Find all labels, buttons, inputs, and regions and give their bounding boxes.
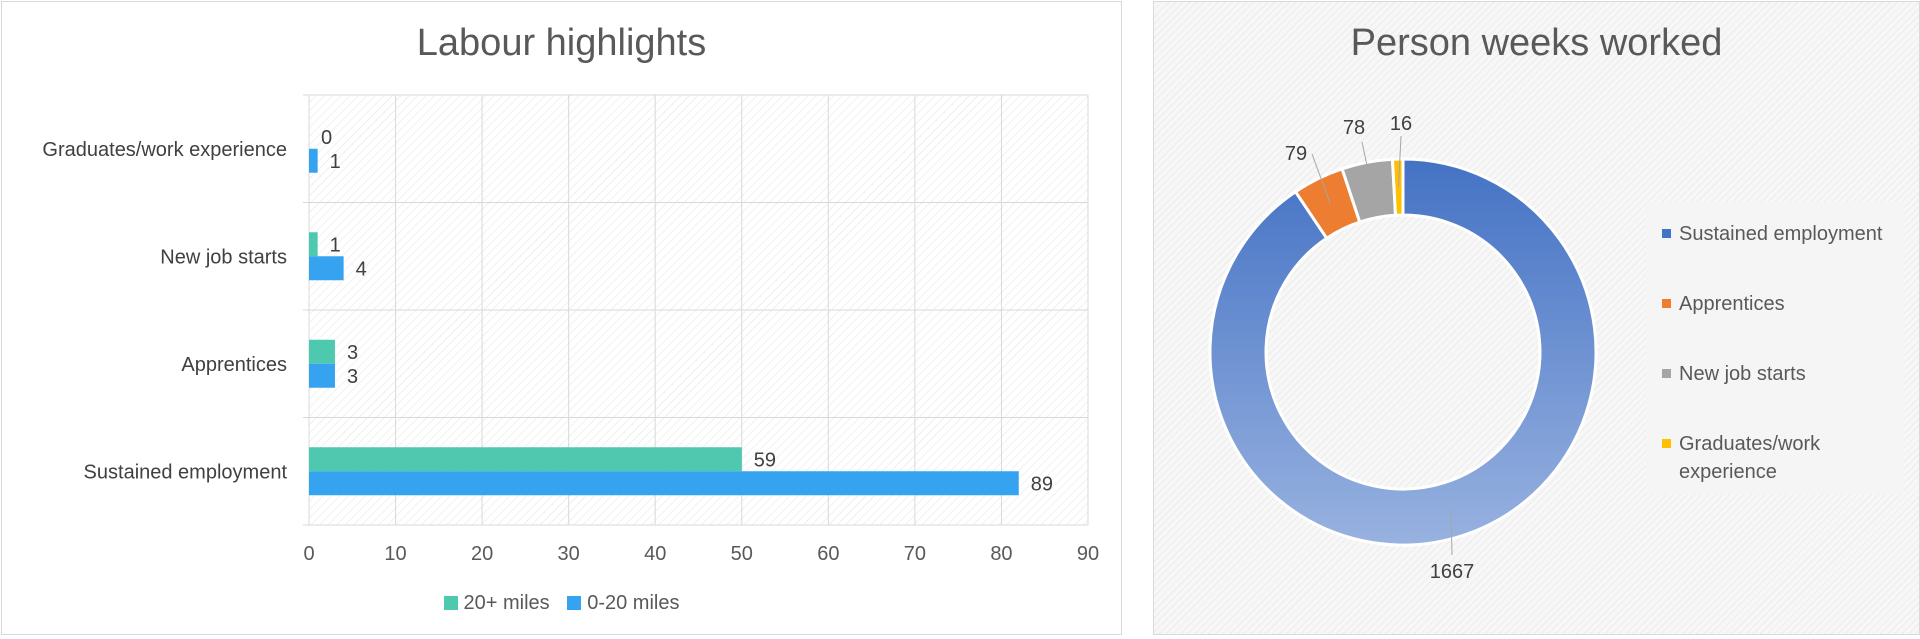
bar	[309, 339, 335, 364]
bar-data-label: 89	[1031, 473, 1053, 495]
legend-item-new-job-starts: New job starts	[1662, 360, 1902, 388]
bar	[309, 256, 344, 281]
y-category-label: Apprentices	[181, 354, 287, 376]
legend-label: New job starts	[1679, 363, 1806, 385]
legend-swatch	[1662, 369, 1671, 378]
x-tick-label: 90	[1077, 543, 1099, 565]
x-tick-label: 40	[644, 543, 666, 565]
donut-chart-plot: 1667 79 78 16	[1208, 113, 1598, 583]
legend-swatch	[1662, 229, 1671, 238]
bar	[309, 232, 318, 257]
bar-legend: 20+ miles 0-20 miles	[2, 592, 1121, 615]
chart-title: Person weeks worked	[1350, 22, 1723, 64]
leader-line	[1311, 153, 1331, 205]
legend-swatch	[1662, 299, 1671, 308]
chart-title: Labour highlights	[416, 22, 707, 64]
x-tick-label: 50	[731, 543, 753, 565]
slice-data-label: 16	[1390, 113, 1412, 135]
bar-data-label: 1	[330, 151, 341, 173]
legend-label: Sustained employment	[1679, 223, 1883, 245]
leader-line	[1361, 141, 1373, 191]
bar	[309, 447, 742, 472]
x-tick-label: 10	[384, 543, 406, 565]
bar-data-label: 3	[347, 366, 358, 388]
y-category-label: Sustained employment	[84, 461, 288, 483]
x-tick-label: 0	[303, 543, 314, 565]
bar	[309, 363, 335, 388]
bar-data-label: 59	[754, 449, 776, 471]
y-category-label: Graduates/work experience	[42, 139, 287, 161]
legend-item-0-20: 0-20 miles	[567, 592, 679, 615]
legend-swatch	[567, 596, 582, 610]
legend-label: 0-20 miles	[587, 592, 680, 614]
legend-swatch	[443, 596, 458, 610]
slice-data-label: 79	[1285, 143, 1307, 165]
donut-legend: Sustained employment Apprentices New job…	[1646, 202, 1904, 494]
slice-data-label: 78	[1343, 117, 1365, 139]
bar-data-label: 0	[321, 127, 332, 149]
legend-label: 20+ miles	[463, 592, 550, 614]
leader-line	[1397, 135, 1402, 188]
x-tick-label: 70	[904, 543, 926, 565]
labour-highlights-chart: Labour highlights 0 10 20 30 40 50 60 70 80 90 Gra…	[1, 1, 1122, 635]
person-weeks-chart: Person weeks worked 1667 79 78 16 Sustained…	[1153, 1, 1920, 635]
legend-item-sustained: Sustained employment	[1662, 220, 1902, 248]
bar-data-label: 4	[356, 258, 367, 280]
legend-swatch	[1662, 439, 1671, 448]
y-category-label: New job starts	[160, 246, 287, 268]
x-tick-label: 60	[817, 543, 839, 565]
x-tick-label: 20	[471, 543, 493, 565]
leader-line	[1450, 509, 1453, 556]
bar	[309, 148, 318, 173]
donut-slice	[1390, 157, 1405, 217]
legend-label: Graduates/work experience	[1679, 433, 1821, 483]
bar-data-label: 3	[347, 342, 358, 364]
x-tick-label: 80	[990, 543, 1012, 565]
legend-item-graduates: Graduates/work experience	[1662, 430, 1902, 486]
donut-slice	[1208, 157, 1598, 547]
bar-data-label: 1	[330, 234, 341, 256]
legend-item-apprentices: Apprentices	[1662, 290, 1902, 318]
slice-data-label: 1667	[1430, 561, 1475, 583]
bar	[309, 471, 1019, 496]
legend-item-20plus: 20+ miles	[443, 592, 550, 615]
legend-label: Apprentices	[1679, 293, 1785, 315]
x-tick-label: 30	[558, 543, 580, 565]
